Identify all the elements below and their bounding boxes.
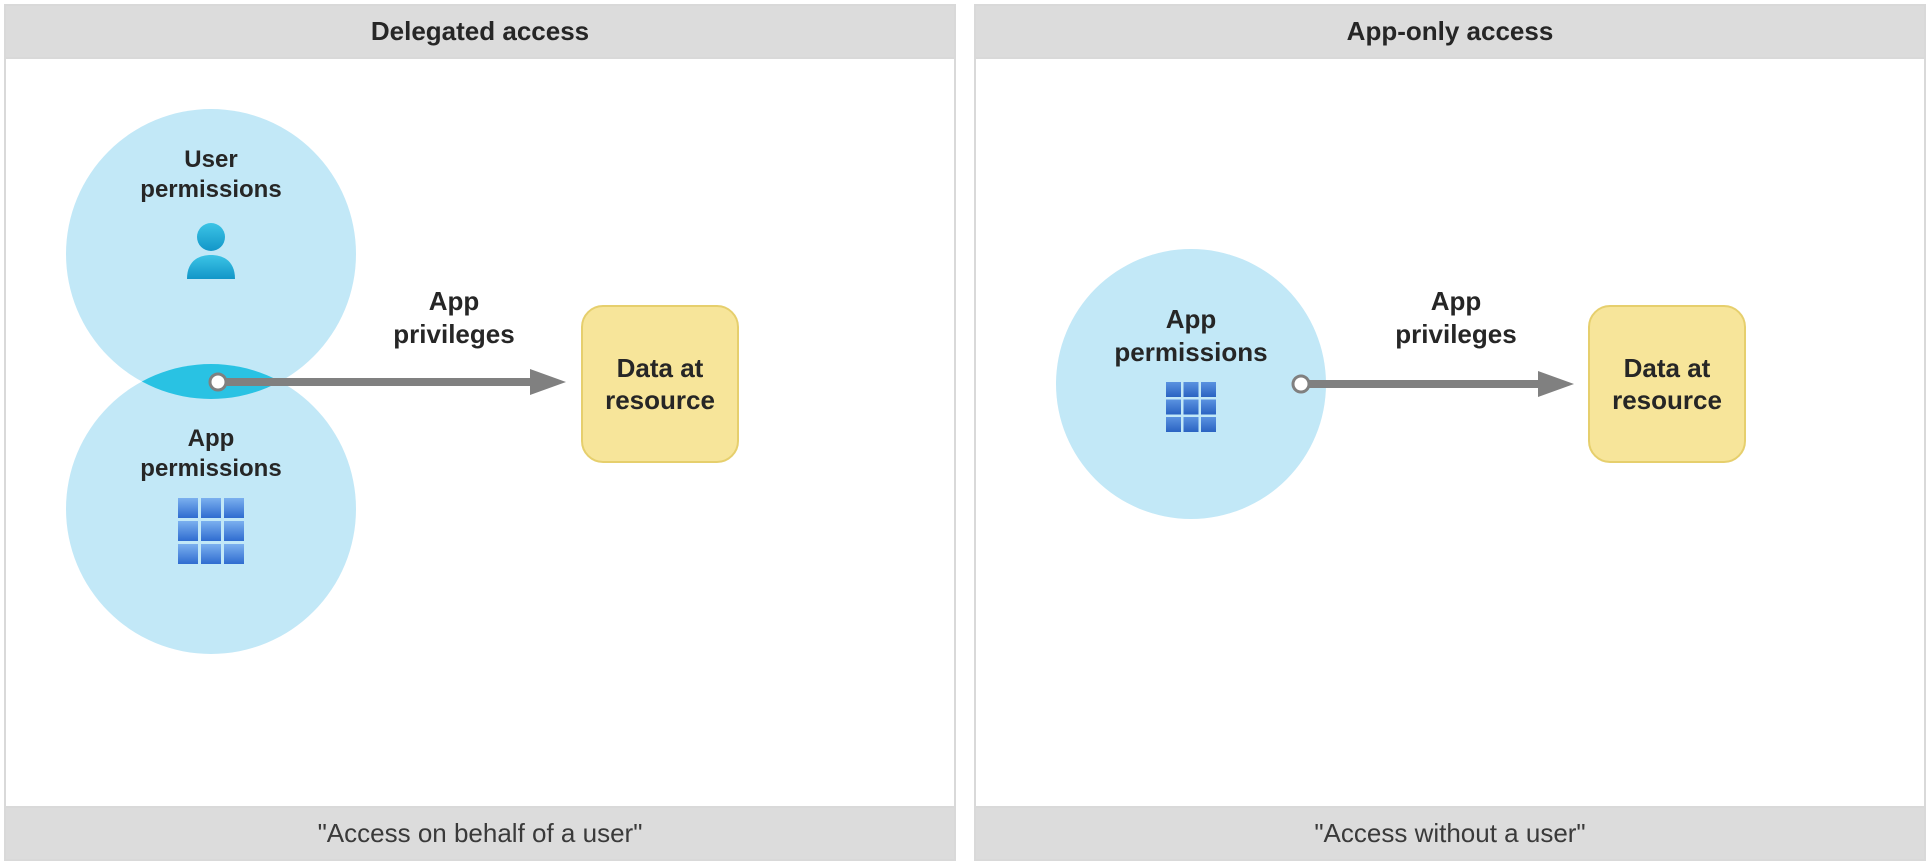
data-resource-box-right: Data at resource <box>1588 305 1746 463</box>
data-resource-box-left: Data at resource <box>581 305 739 463</box>
diagram-stage: Delegated access User permissions <box>0 0 1930 865</box>
arrow-label-left: App privileges <box>374 285 534 350</box>
panel-title-left: Delegated access <box>6 6 954 59</box>
data-resource-label-right: Data at resource <box>1612 352 1722 417</box>
arrow-label-right: App privileges <box>1376 285 1536 350</box>
panel-footer-right: "Access without a user" <box>976 806 1924 859</box>
panel-body-left: User permissions App permissions <box>6 59 954 806</box>
panel-title-right: App-only access <box>976 6 1924 59</box>
panel-app-only-access: App-only access App permissions <box>974 4 1926 861</box>
panel-footer-left: "Access on behalf of a user" <box>6 806 954 859</box>
panel-body-right: App permissions <box>976 59 1924 806</box>
panel-delegated-access: Delegated access User permissions <box>4 4 956 861</box>
data-resource-label-left: Data at resource <box>605 352 715 417</box>
